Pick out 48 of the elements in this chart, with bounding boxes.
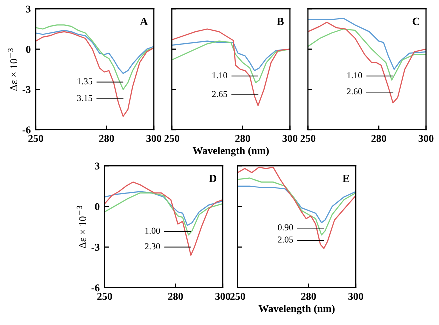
y-axis-title: Δε × 10$^{−3}$ [8,48,18,92]
x-axis-title: Wavelength (nm) [258,305,335,315]
x-tick-label: 250 [164,135,180,142]
x-tick-label: 300 [282,135,298,142]
x-tick-label: 280 [372,135,386,142]
line-series [36,24,154,90]
x-axis-title: Wavelength (nm) [192,147,270,157]
annotation: 2.60 [347,88,362,95]
text: E [342,175,350,182]
y-tick-label: 3 [95,162,100,170]
y-tick-label: -3 [22,86,31,94]
x-tick-label: 300 [146,135,162,142]
annotation: 1.00 [146,228,160,234]
annotation: 3.15 [77,95,92,102]
x-tick-label: 280 [301,293,316,300]
y-tick-label: 0 [95,203,100,210]
text: C [412,18,420,26]
annotation: 1.10 [348,72,362,79]
line-series [36,31,154,118]
text: D [209,175,217,182]
line-series [104,182,224,256]
x-tick-label: 300 [216,293,230,300]
x-tick-label: 250 [300,135,316,142]
x-tick-label: 300 [348,293,364,300]
y-tick-label: 0 [26,46,31,54]
annotation: 2.30 [145,243,160,250]
line-series [36,30,154,74]
x-tick-label: 280 [168,293,184,300]
line-series [104,191,224,226]
y-tick-label: -6 [92,284,100,292]
text: B [277,18,284,26]
line-series [104,192,224,236]
annotation: 2.65 [212,91,228,98]
x-tick-label: 280 [236,135,250,142]
annotation: 0.90 [278,224,294,231]
y-tick-label: 3 [26,6,31,13]
y-tick-label: -6 [22,126,31,134]
annotation: 1.10 [212,72,228,79]
annotation: 1.35 [78,78,92,85]
y-axis-title: Δε × 10$^{−3}$ [76,206,86,248]
text: A [140,18,148,26]
y-tick-label: -3 [92,244,100,252]
x-tick-label: 250 [28,135,44,142]
x-tick-label: 250 [230,293,246,300]
annotation: 2.05 [278,236,294,243]
x-tick-label: 250 [98,293,112,300]
x-tick-label: 280 [99,135,114,142]
x-tick-label: 300 [418,135,434,142]
